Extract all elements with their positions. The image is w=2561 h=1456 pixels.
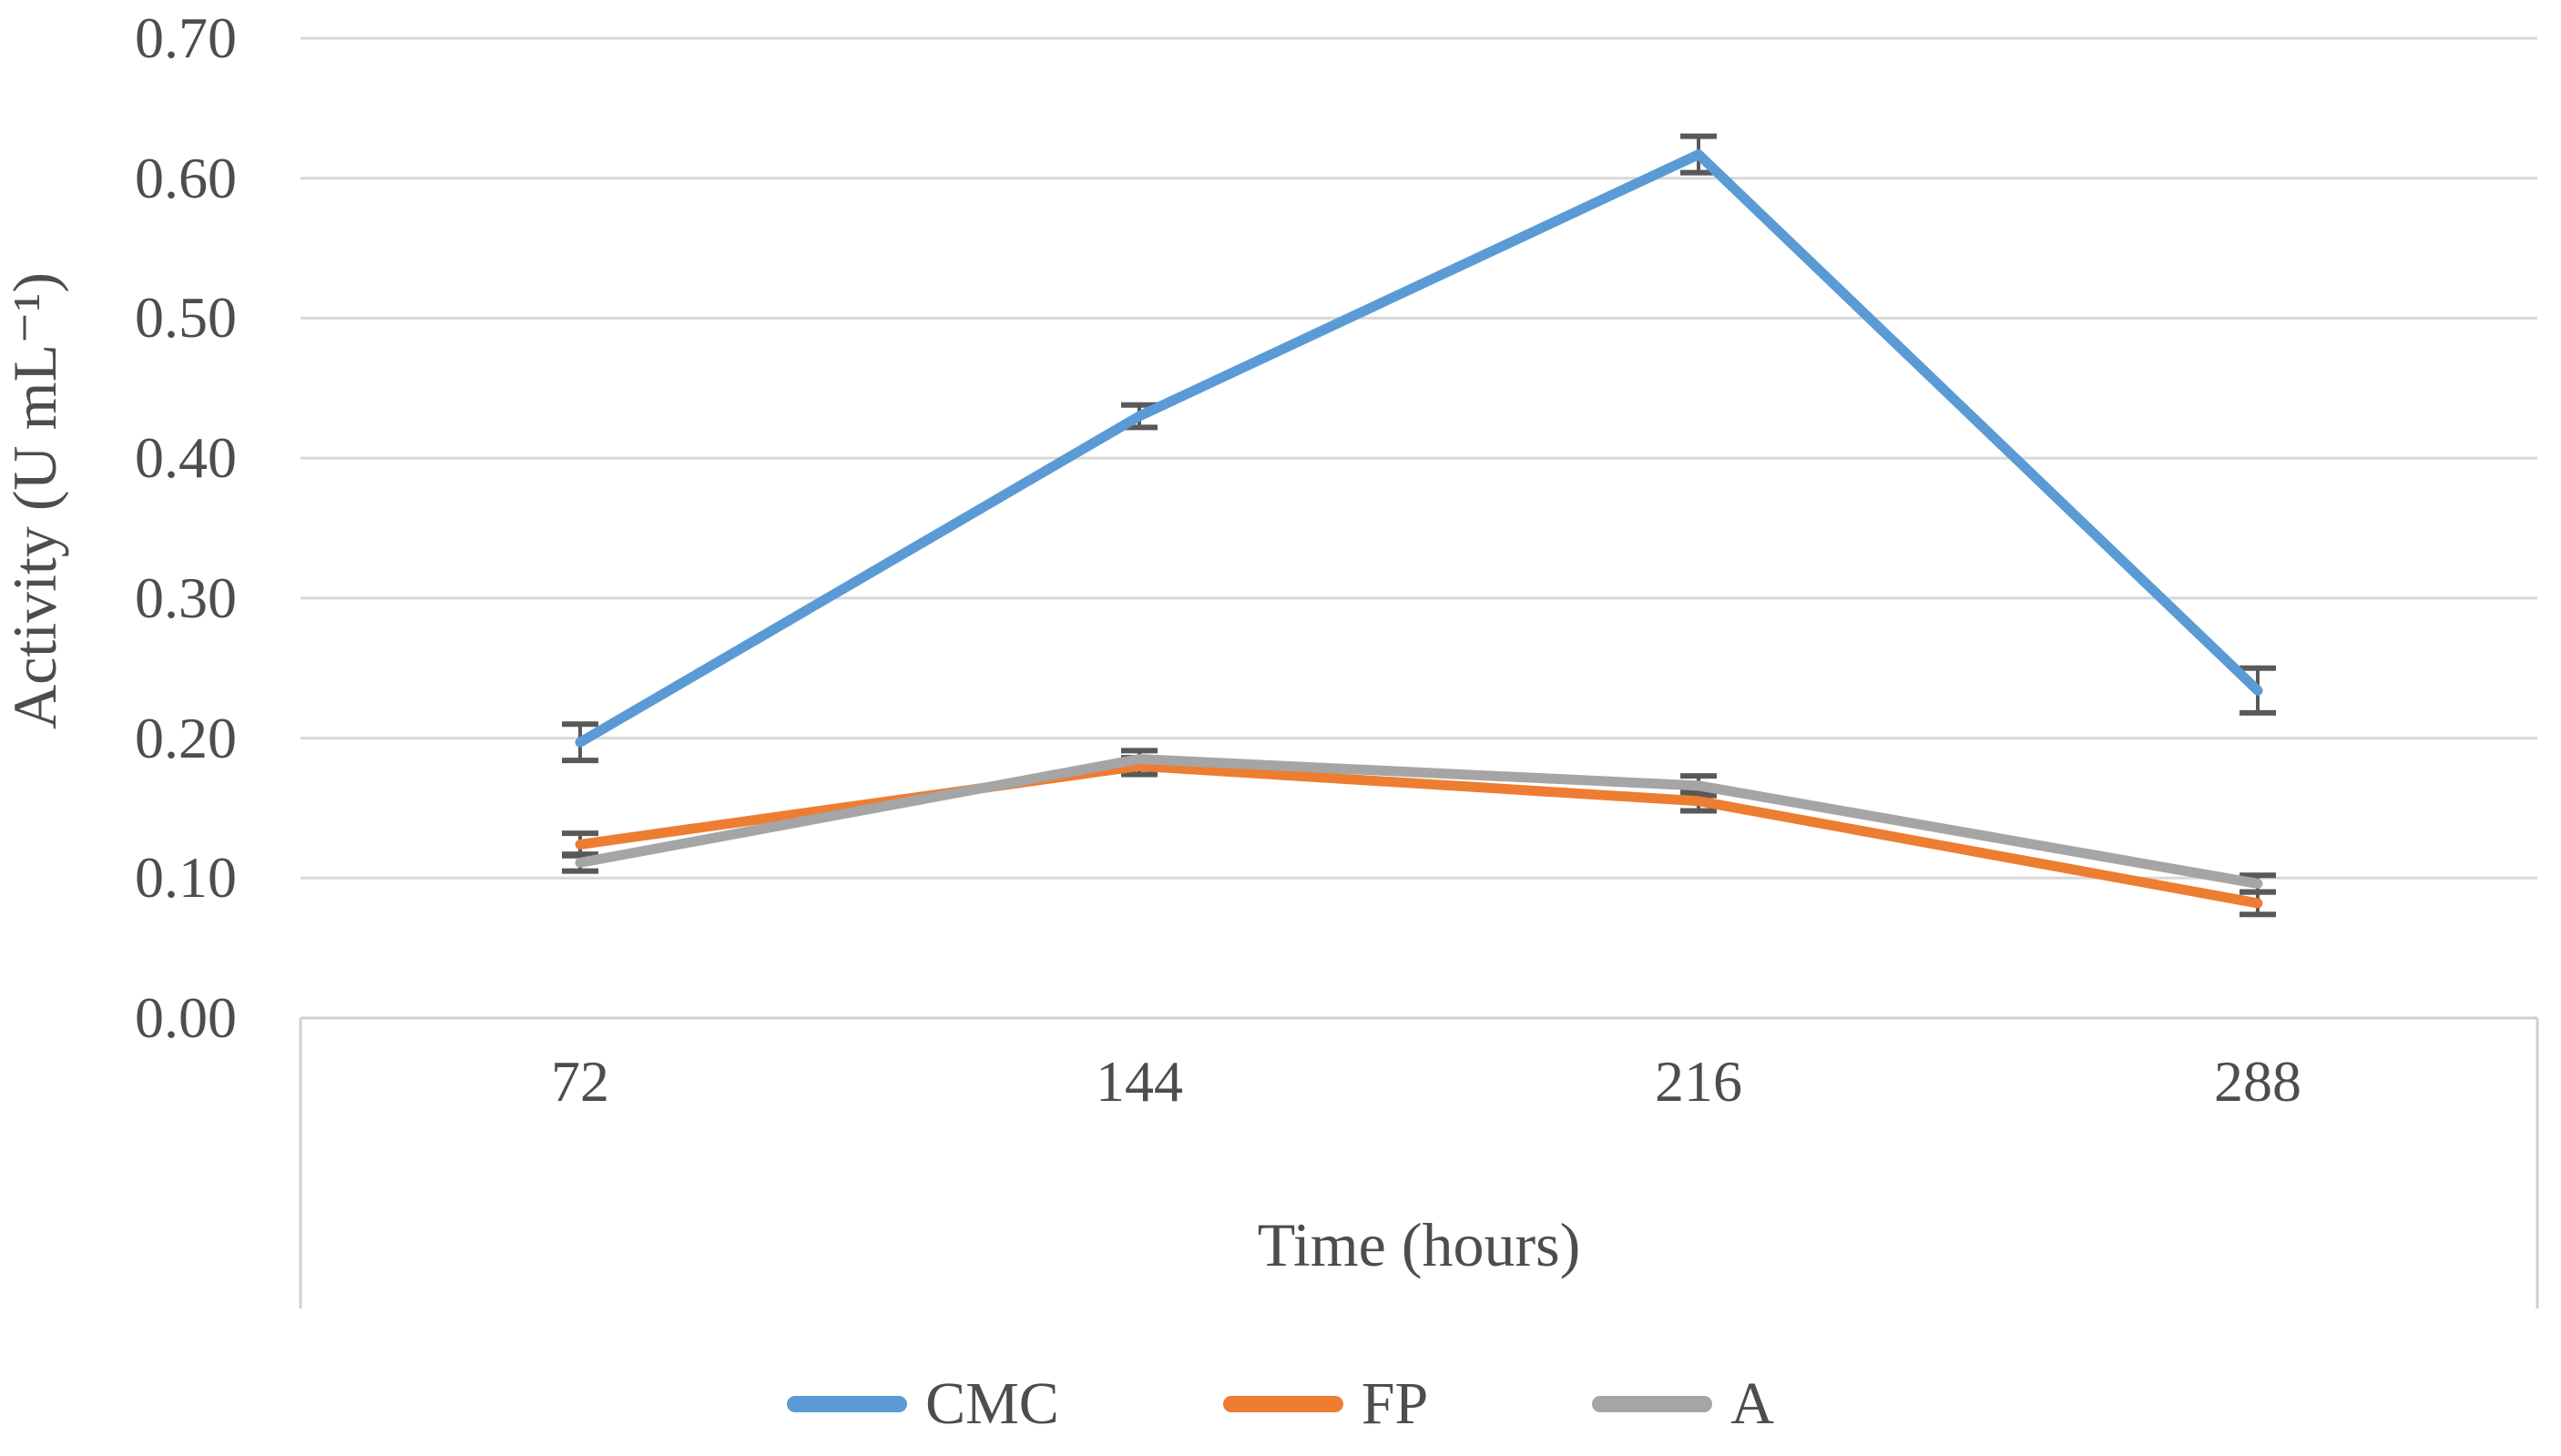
legend-swatch-fp — [1222, 1396, 1343, 1412]
legend: CMC FP A — [0, 1359, 2561, 1450]
series-line-fp — [575, 760, 2263, 909]
series-line-a — [575, 754, 2263, 889]
y-tick-label: 0.70 — [135, 5, 237, 70]
y-tick-label: 0.00 — [135, 985, 237, 1050]
legend-swatch-cmc — [787, 1396, 908, 1412]
y-tick-label: 0.50 — [135, 285, 237, 351]
legend-label: FP — [1361, 1370, 1429, 1437]
legend-item-cmc: CMC — [787, 1374, 1059, 1434]
x-tick-label: 216 — [1655, 1049, 1742, 1114]
x-tick-label: 144 — [1096, 1049, 1183, 1114]
x-tick-label: 72 — [551, 1049, 609, 1114]
legend-item-a: A — [1592, 1374, 1774, 1434]
legend-item-fp: FP — [1222, 1370, 1429, 1437]
y-tick-label: 0.20 — [135, 705, 237, 770]
y-tick-label: 0.30 — [135, 565, 237, 630]
legend-label: A — [1730, 1370, 1774, 1437]
y-tick-label: 0.60 — [135, 145, 237, 210]
y-tick-label: 0.10 — [135, 845, 237, 911]
x-axis-title: Time (hours) — [1257, 1210, 1581, 1279]
legend-label: CMC — [925, 1370, 1059, 1437]
series-line-cmc — [575, 149, 2263, 748]
x-tick-label: 288 — [2214, 1049, 2301, 1114]
y-axis-title: Activity (U mL⁻¹) — [0, 272, 69, 729]
legend-swatch-a — [1592, 1396, 1713, 1412]
y-tick-label: 0.40 — [135, 425, 237, 491]
